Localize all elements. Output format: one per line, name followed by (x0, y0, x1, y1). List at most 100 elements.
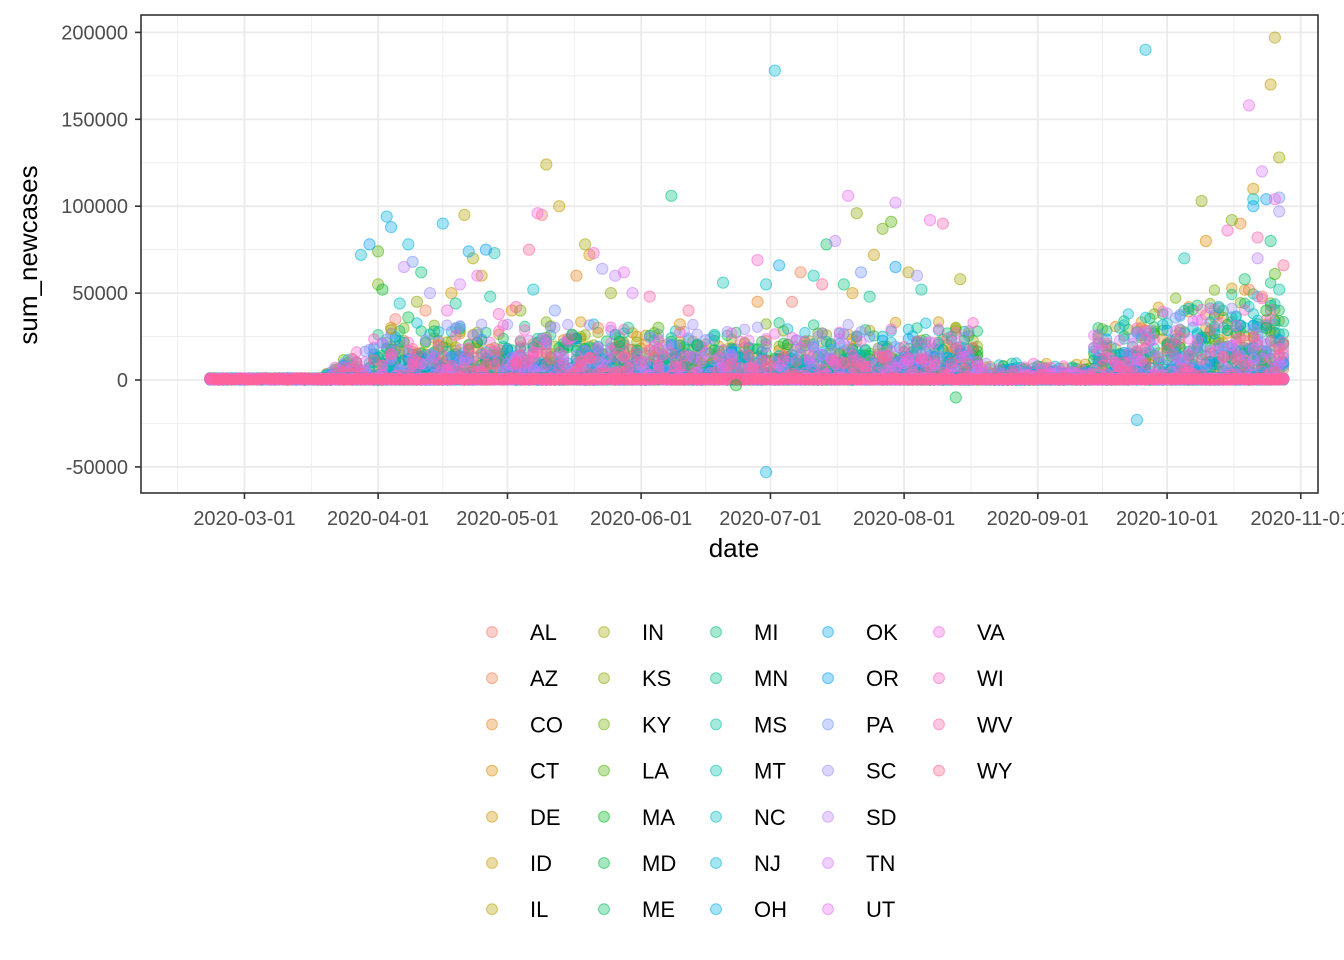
scatter-point-wy (665, 347, 677, 359)
scatter-point-ut (695, 355, 708, 367)
scatter-point-wi (976, 362, 988, 374)
scatter-point-wy (1239, 359, 1251, 371)
scatter-point-wi (450, 330, 462, 342)
scatter-point-wv (437, 349, 449, 361)
scatter-point-va (1157, 305, 1169, 318)
scatter-point-sc (562, 318, 574, 331)
scatter-point-va (928, 337, 940, 349)
scatter-point-wy (1101, 337, 1113, 349)
scatter-point-wy (368, 354, 380, 366)
scatter-point-nj (920, 317, 932, 329)
scatter-point-wy (493, 343, 505, 356)
scatter-point-wy (915, 353, 928, 365)
scatter-point-sc (812, 330, 824, 343)
scatter-point-wi (713, 351, 725, 363)
scatter-point-va (760, 341, 772, 353)
scatter-point-wy (1195, 353, 1208, 366)
scatter-point-wv (1277, 336, 1290, 348)
scatter-point-va (803, 349, 815, 362)
scatter-point-wy (475, 347, 488, 359)
scatter-point-wy (631, 348, 643, 360)
scatter-point-wi (350, 346, 363, 358)
scatter-point-or (876, 334, 889, 347)
scatter-point-mi (1226, 288, 1238, 301)
scatter-point-wy (510, 358, 522, 370)
scatter-point-va (652, 335, 665, 347)
scatter-point-wy (588, 352, 600, 364)
scatter-point-wv (1183, 349, 1195, 361)
scatter-point-wi (1239, 304, 1251, 316)
scatter-point-va (726, 327, 738, 339)
scatter-point-wv (1264, 335, 1277, 347)
scatter-point-va (1191, 334, 1204, 346)
scatter-point-wy (1234, 332, 1247, 344)
scatter-point-va (769, 328, 781, 340)
scatter-point-nc (1139, 311, 1152, 324)
scatter-point-wy (1277, 347, 1290, 360)
scatter-point-ut (1152, 351, 1165, 363)
scatter-point-wy (967, 341, 979, 354)
scatter-point-wy (747, 360, 759, 372)
scatter-point-wv (846, 349, 859, 362)
scatter-point-nj (1122, 308, 1135, 320)
scatter-point-wy (1139, 334, 1152, 346)
scatter-point-wy (734, 362, 746, 374)
scatter-point-sc (751, 321, 764, 333)
scatter-point-ky (1208, 284, 1221, 296)
scatter-point-wy (743, 350, 755, 362)
scatter-point-sc (855, 326, 867, 338)
scatter-point-wi (1027, 357, 1040, 370)
scatter-point-nc (1118, 319, 1130, 331)
scatter-point-sc (363, 343, 376, 356)
scatter-point-wi (1195, 303, 1208, 316)
scatter-point-wi (1170, 350, 1182, 362)
scatter-point-wi (605, 321, 617, 333)
scatter-point-va (1213, 317, 1225, 329)
scatter-point-wy (928, 355, 940, 367)
scatter-point-wy (1174, 332, 1186, 344)
scatter-point-wy (1204, 324, 1216, 336)
scatter-point-wy (950, 342, 962, 355)
scatter-point-wy (678, 359, 690, 372)
data-points (204, 31, 1290, 479)
scatter-point-sc (454, 320, 466, 332)
scatter-point-wy (411, 347, 423, 359)
scatter-point-va (790, 355, 802, 367)
scatter-point-va (540, 333, 552, 345)
scatter-point-va (1226, 339, 1238, 352)
scatter-point-sc (691, 328, 703, 341)
scatter-point-wy (1247, 331, 1260, 343)
scatter-point-wv (678, 350, 690, 362)
scatter-point-sc (1226, 302, 1238, 314)
scatter-point-wi (911, 335, 923, 347)
scatter-point-wv (527, 351, 539, 363)
scatter-point-ut (1114, 334, 1126, 346)
scatter-point-sc (549, 321, 561, 334)
scatter-point-wy (648, 351, 660, 363)
scatter-point-va (592, 342, 604, 354)
scatter-point-wi (497, 319, 509, 331)
scatter-point-sc (419, 334, 432, 346)
scatter-point-wi (932, 323, 945, 335)
scatter-point-wi (519, 324, 531, 336)
scatter-point-wy (350, 356, 363, 369)
scatter-point-wv (1131, 345, 1143, 357)
scatter-point-sc (1174, 308, 1186, 321)
scatter-point-wy (764, 360, 777, 372)
scatter-point-sc (687, 318, 699, 331)
scatter-point-ky (1170, 292, 1182, 304)
scatter-point-ut (1195, 314, 1208, 326)
scatter-point-wy (881, 350, 893, 362)
scatter-point-wy (1096, 353, 1109, 365)
scatter-point-sc (475, 318, 488, 330)
scatter-point-wy (898, 341, 910, 353)
scatter-point-mi (807, 319, 820, 331)
scatter-point-ut (855, 336, 867, 348)
scatter-point-wi (902, 352, 915, 364)
scatter-point-wy (1217, 350, 1229, 363)
scatter-point-ut (799, 335, 811, 348)
scatter-point-wi (368, 333, 380, 345)
scatter-point-wi (967, 317, 979, 329)
scatter-point-va (833, 326, 846, 338)
